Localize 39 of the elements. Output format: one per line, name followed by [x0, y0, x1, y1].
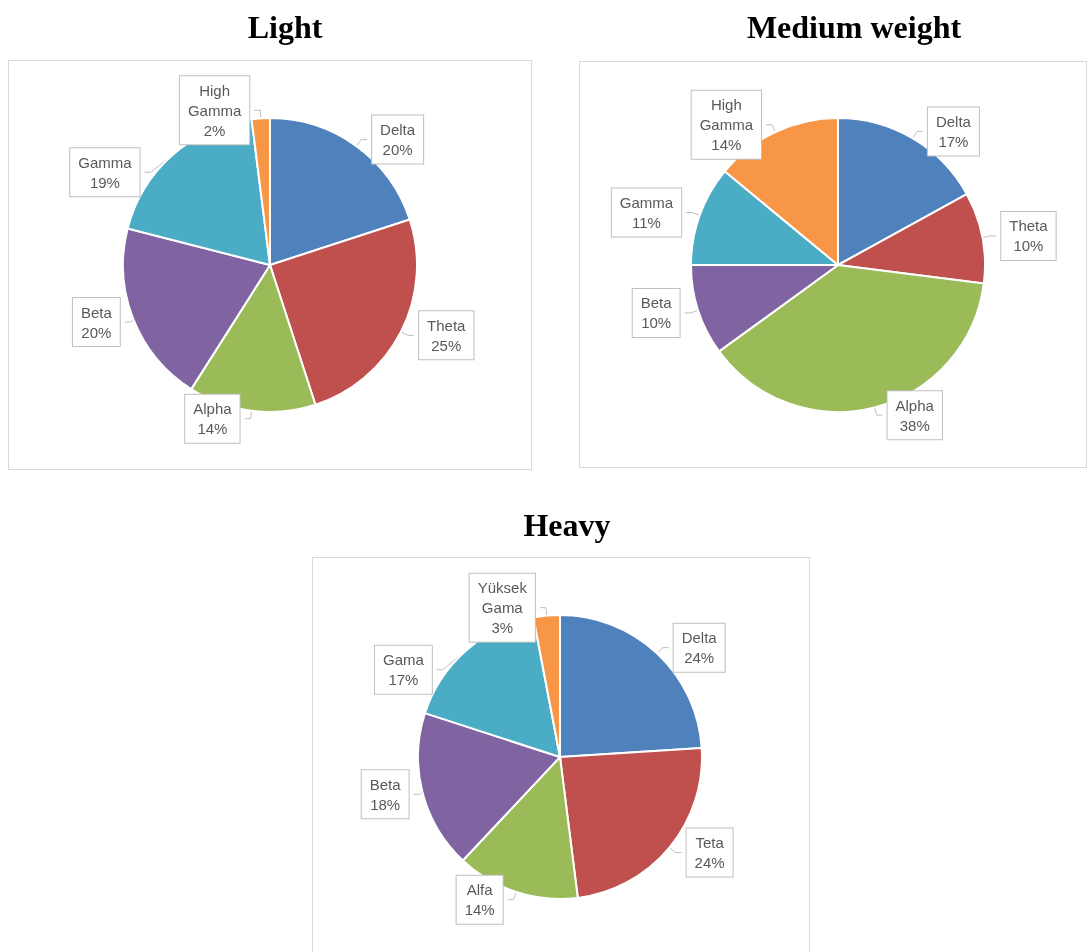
- data-label: 19%: [89, 173, 120, 191]
- data-label: 10%: [641, 314, 672, 332]
- chart-title: Medium weight: [746, 9, 962, 45]
- data-label: 11%: [632, 214, 661, 231]
- slice-label: Beta: [640, 294, 673, 312]
- data-label: 20%: [81, 323, 112, 341]
- slice-label: Yüksek Gama: [477, 579, 528, 617]
- data-label: 2%: [203, 121, 226, 139]
- data-label: 25%: [431, 336, 462, 354]
- slice-label: Gama: [382, 651, 425, 669]
- data-label: 24%: [684, 649, 715, 667]
- slice-label: Theta: [427, 316, 467, 334]
- chart-title: Heavy: [523, 507, 611, 543]
- data-label: 14%: [464, 901, 495, 919]
- data-label: 20%: [382, 141, 413, 159]
- slice-label: High Gamma: [699, 96, 754, 134]
- slice-label: Beta: [369, 775, 402, 793]
- data-label: 14%: [197, 420, 228, 438]
- chart-title: Light: [247, 9, 323, 45]
- data-label: 38%: [899, 416, 930, 434]
- slice-label: Teta: [695, 834, 725, 852]
- slice-label: Alpha: [895, 396, 935, 414]
- slice-label: Alfa: [466, 881, 494, 899]
- slice-label: Theta: [1009, 217, 1049, 235]
- data-label: 17%: [388, 671, 419, 689]
- data-label: 3%: [491, 619, 514, 637]
- slice-label: Gamma: [78, 153, 133, 171]
- slice-label: Delta: [681, 629, 718, 647]
- data-label: 10%: [1013, 237, 1044, 255]
- slice-label: Beta: [80, 303, 113, 321]
- slice-label: High Gamma: [187, 81, 242, 119]
- data-label: 17%: [938, 133, 969, 151]
- data-label: 14%: [711, 136, 742, 154]
- slice-label: Alpha: [193, 400, 233, 418]
- slice-label: Delta: [380, 121, 416, 139]
- data-label: 24%: [694, 854, 725, 872]
- data-label: 18%: [370, 795, 401, 813]
- slice-label: Gamma: [619, 194, 674, 211]
- slice-label: Delta: [935, 113, 972, 131]
